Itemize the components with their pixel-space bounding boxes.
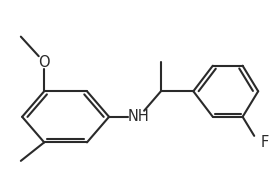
Text: F: F: [260, 135, 268, 150]
Text: O: O: [38, 55, 50, 70]
Text: NH: NH: [128, 109, 150, 124]
